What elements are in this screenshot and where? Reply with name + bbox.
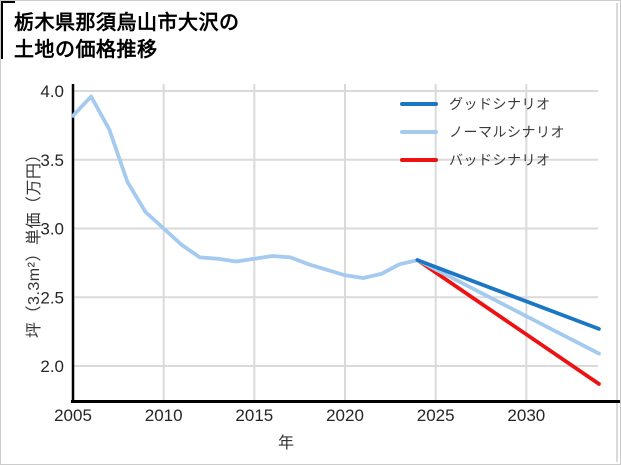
legend-item-bad: バッドシナリオ — [400, 150, 565, 170]
legend-label-bad: バッドシナリオ — [449, 152, 551, 168]
y-tick-label: 2.5 — [40, 288, 64, 307]
legend-item-good: グッドシナリオ — [400, 94, 565, 114]
y-axis-title: 坪（3.3m²）単価（万円） — [26, 146, 43, 338]
y-tick-label: 2.0 — [40, 357, 64, 376]
legend-swatch-bad — [400, 158, 438, 162]
series-history-line — [71, 94, 420, 280]
legend-swatch-normal — [400, 130, 438, 134]
series-good-line — [415, 258, 601, 331]
legend-swatch-good — [400, 102, 438, 106]
legend-item-normal: ノーマルシナリオ — [400, 122, 565, 142]
chart-title: 栃木県那須烏山市大沢の 土地の価格推移 — [14, 10, 240, 64]
legend-label-normal: ノーマルシナリオ — [449, 124, 565, 140]
x-tick-label: 2010 — [145, 406, 183, 425]
chart-title-line1: 栃木県那須烏山市大沢の — [14, 12, 240, 34]
y-tick-label: 3.0 — [40, 220, 64, 239]
chart-title-line2: 土地の価格推移 — [14, 39, 158, 61]
x-tick-label: 2020 — [326, 406, 364, 425]
frame-corner-accent-left — [1, 1, 3, 59]
legend-label-good: グッドシナリオ — [449, 96, 551, 112]
series-bad-line — [415, 258, 601, 386]
x-tick-label: 2015 — [235, 406, 273, 425]
x-axis-title: 年 — [277, 435, 295, 452]
y-tick-label: 3.5 — [40, 151, 64, 170]
y-tick-label: 4.0 — [40, 82, 64, 101]
x-tick-label: 2025 — [417, 406, 455, 425]
legend: グッドシナリオ ノーマルシナリオ バッドシナリオ — [400, 94, 565, 178]
x-tick-label: 2005 — [54, 406, 92, 425]
x-tick-label: 2030 — [507, 406, 545, 425]
frame-corner-accent-top — [1, 1, 15, 3]
series-normal-line — [415, 258, 601, 356]
